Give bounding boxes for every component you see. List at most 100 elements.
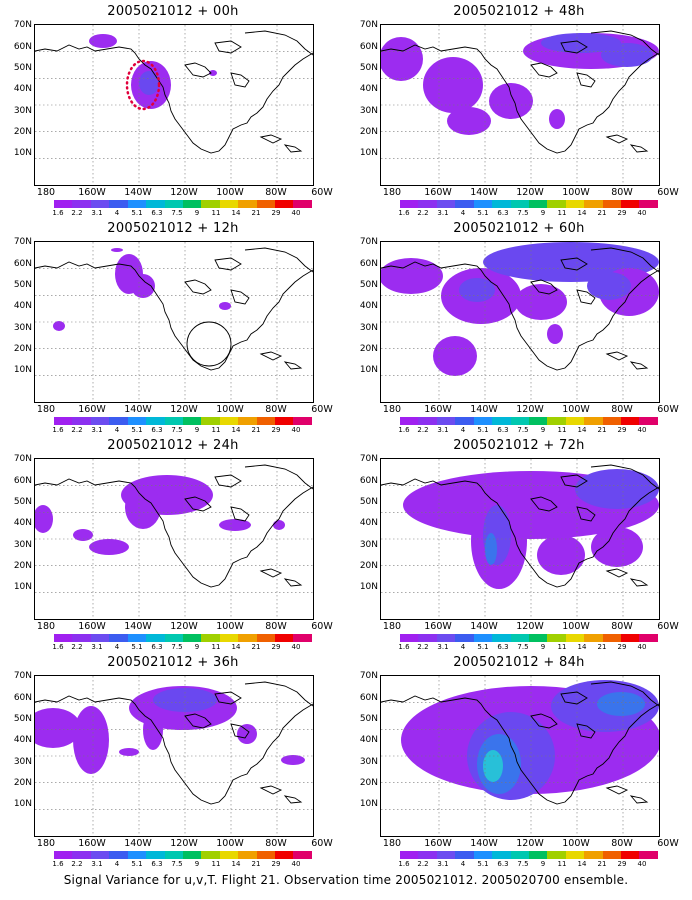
colorbar-label: 1.6	[52, 860, 64, 868]
colorbar-label: 1.6	[398, 643, 410, 651]
variance-contour	[89, 34, 117, 48]
colorbar-label: 29	[271, 860, 281, 868]
coastline	[35, 695, 313, 805]
variance-contour	[131, 274, 155, 298]
lon-tick-label: 80W	[611, 187, 633, 198]
lat-tick-label: 50N	[13, 714, 32, 724]
lon-tick-label: 180	[382, 838, 402, 849]
lat-tick-label: 20N	[13, 344, 32, 354]
colorbar-swatch	[293, 200, 312, 208]
lon-tick-label: 140W	[470, 621, 498, 632]
lat-tick-label: 70N	[13, 20, 32, 30]
colorbar-label: 6.3	[497, 426, 509, 434]
colorbar-swatch	[90, 851, 110, 859]
colorbar-swatch	[510, 200, 529, 208]
colorbar-label: 3.1	[437, 209, 449, 217]
coastline	[381, 695, 659, 805]
colorbar-label: 40	[291, 209, 301, 217]
colorbar-label: 6.3	[151, 209, 163, 217]
lat-tick-label: 40N	[359, 84, 378, 94]
map-canvas	[35, 459, 313, 619]
map-canvas	[35, 676, 313, 836]
coastline	[230, 723, 250, 739]
colorbar-label: 9	[194, 860, 200, 868]
colorbar-label: 11	[211, 643, 221, 651]
colorbar-swatch	[146, 417, 165, 425]
colorbar-label: 2.2	[71, 209, 83, 217]
lat-tick-label: 30N	[13, 540, 32, 550]
colorbar	[400, 200, 658, 208]
colorbar-swatch	[182, 634, 202, 642]
colorbar-swatch	[547, 634, 566, 642]
colorbar-swatch	[201, 634, 220, 642]
colorbar-swatch	[510, 851, 529, 859]
lon-tick-label: 100W	[562, 404, 590, 415]
colorbar-swatch	[275, 634, 294, 642]
coastline	[590, 681, 659, 707]
colorbar-swatch	[293, 634, 312, 642]
colorbar-label: 9	[540, 860, 546, 868]
variance-contour	[273, 520, 285, 530]
colorbar-label: 4	[114, 643, 120, 651]
lat-tick-label: 70N	[359, 671, 378, 681]
lat-tick-label: 10N	[13, 148, 32, 158]
coastline	[259, 351, 283, 361]
map-frame	[34, 241, 314, 403]
colorbar-swatch	[275, 851, 294, 859]
variance-contour	[483, 750, 503, 782]
coastline	[605, 568, 629, 578]
colorbar-swatch	[400, 851, 419, 859]
colorbar-label: 5.1	[131, 426, 143, 434]
coastline	[259, 785, 283, 795]
lon-tick-label: 120W	[170, 404, 198, 415]
lat-tick-label: 20N	[13, 127, 32, 137]
lon-tick-label: 80W	[265, 838, 287, 849]
coastline	[629, 578, 649, 587]
coastline	[184, 62, 212, 78]
colorbar-swatch	[54, 200, 73, 208]
colorbar-label: 5.1	[131, 643, 143, 651]
colorbar-swatch	[164, 200, 183, 208]
colorbar-swatch	[256, 851, 276, 859]
coastline	[629, 361, 649, 370]
lat-tick-label: 30N	[359, 323, 378, 333]
coastline	[214, 257, 242, 271]
colorbar-label: 29	[271, 209, 281, 217]
colorbar-label: 21	[597, 426, 607, 434]
lat-tick-label: 60N	[13, 476, 32, 486]
colorbar-swatch	[565, 634, 585, 642]
colorbar-label: 9	[194, 643, 200, 651]
colorbar-swatch	[275, 200, 294, 208]
colorbar-swatch	[584, 200, 603, 208]
colorbar-swatch	[639, 851, 658, 859]
coastline	[560, 257, 588, 271]
colorbar-label: 5.1	[477, 860, 489, 868]
colorbar-swatch	[565, 200, 585, 208]
variance-contour	[219, 302, 231, 310]
lon-tick-label: 180	[36, 621, 56, 632]
colorbar-label: 14	[577, 860, 587, 868]
colorbar-swatch	[90, 417, 110, 425]
lat-tick-label: 40N	[13, 518, 32, 528]
colorbar-label: 7.5	[171, 643, 183, 651]
lon-tick-label: 140W	[124, 404, 152, 415]
coastline	[605, 351, 629, 361]
coastline	[283, 795, 303, 804]
coastline	[244, 681, 313, 707]
map-canvas	[381, 676, 659, 836]
colorbar-label: 5.1	[131, 209, 143, 217]
colorbar-label: 14	[577, 209, 587, 217]
lat-tick-label: 30N	[359, 106, 378, 116]
colorbar-label: 21	[597, 209, 607, 217]
lon-tick-label: 120W	[516, 187, 544, 198]
lat-tick-label: 20N	[13, 561, 32, 571]
colorbar-swatch	[639, 417, 658, 425]
coastline	[590, 247, 659, 273]
colorbar-swatch	[256, 200, 276, 208]
colorbar-swatch	[293, 851, 312, 859]
lon-tick-label: 60W	[657, 404, 679, 415]
colorbar-label: 1.6	[398, 860, 410, 868]
colorbar-label: 3.1	[437, 426, 449, 434]
coastline	[605, 785, 629, 795]
colorbar-label: 9	[540, 209, 546, 217]
